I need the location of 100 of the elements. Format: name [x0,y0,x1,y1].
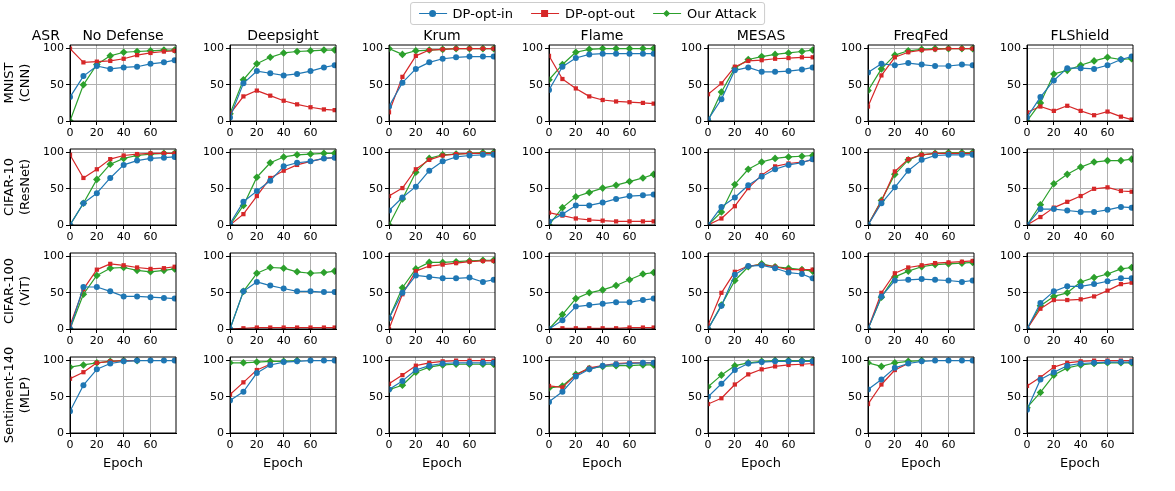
y-tick-label: 0 [216,113,224,127]
y-tick-label: 100 [1000,353,1021,367]
x-tick-label: 20 [568,438,583,452]
x-tick-label: 60 [462,230,477,244]
x-tick-label: 0 [226,126,233,140]
x-tick-label: 20 [887,230,902,244]
y-tick-label: 100 [362,145,383,159]
y-tick-label: 0 [216,321,224,335]
x-tick-label: 20 [408,126,423,140]
y-tick-label: 0 [57,113,64,127]
x-tick-label: 20 [408,438,423,452]
y-tick-label: 0 [854,113,862,127]
x-tick-label: 60 [1100,126,1115,140]
y-tick-label: 50 [688,285,702,299]
y-tick-label: 0 [854,217,862,231]
x-tick-label: 60 [303,438,318,452]
y-axis-title: Sentiment-140 (MLP) [1,346,32,444]
y-tick-label: 0 [376,321,383,335]
y-tick-label: 50 [528,285,543,299]
chart-title: Deepsight [246,26,319,43]
y-tick-label: 50 [209,389,224,403]
x-tick-label: 40 [1073,230,1088,244]
chart-title: FLShield [1050,26,1110,43]
y-tick-label: 0 [1014,113,1021,127]
y-tick-label: 50 [1007,389,1021,403]
y-tick-label: 0 [216,217,224,231]
x-tick-label: 20 [887,126,902,140]
x-tick-label: 40 [1073,438,1088,452]
x-tick-label: 0 [1023,334,1031,348]
x-tick-label: 40 [914,438,929,452]
x-tick-label: 0 [385,334,393,348]
y-tick-label: 100 [681,249,702,263]
x-tick-label: 0 [226,438,233,452]
x-tick-label: 0 [1023,230,1031,244]
y-tick-label: 100 [840,145,862,159]
x-tick-label: 0 [385,126,393,140]
x-tick-label: 20 [1046,126,1061,140]
y-tick-label: 0 [57,217,64,231]
y-tick-label: 100 [521,41,543,55]
x-tick-label: 20 [89,438,104,452]
y-tick-label: 0 [376,113,383,127]
chart-title: No Defense [82,26,164,43]
x-tick-label: 0 [704,126,712,140]
y-tick-label: 100 [362,353,383,367]
x-tick-label: 60 [143,334,158,348]
y-tick-label: 0 [1014,425,1021,439]
x-tick-label: 0 [385,438,393,452]
x-tick-label: 20 [1046,230,1061,244]
x-tick-label: 20 [89,230,104,244]
x-tick-label: 40 [276,126,291,140]
x-tick-label: 0 [864,334,871,348]
x-tick-label: 0 [1023,126,1031,140]
y-tick-label: 50 [528,389,543,403]
x-tick-label: 20 [249,438,264,452]
x-tick-label: 0 [704,334,712,348]
x-tick-label: 20 [727,438,742,452]
y-tick-label: 50 [1007,285,1021,299]
y-tick-label: 50 [847,77,862,91]
x-tick-label: 40 [435,230,450,244]
chart-title: Krum [423,26,461,43]
x-tick-label: 20 [249,230,264,244]
y-tick-label: 50 [209,77,224,91]
x-tick-label: 60 [1100,438,1115,452]
x-tick-label: 40 [914,334,929,348]
y-tick-label: 0 [376,217,383,231]
y-tick-label: 50 [209,285,224,299]
x-tick-label: 20 [89,126,104,140]
y-tick-label: 0 [57,321,64,335]
y-tick-label: 100 [681,41,702,55]
x-tick-label: 60 [143,230,158,244]
y-tick-label: 50 [1007,77,1021,91]
y-tick-label: 100 [521,249,543,263]
x-axis-title: Epoch [422,454,462,470]
y-tick-label: 100 [43,353,64,367]
x-tick-label: 20 [727,230,742,244]
x-tick-label: 0 [226,230,233,244]
y-tick-label: 100 [43,249,64,263]
x-tick-label: 60 [622,438,637,452]
x-tick-label: 0 [66,230,74,244]
x-tick-label: 40 [1073,126,1088,140]
x-tick-label: 40 [914,230,929,244]
x-tick-label: 60 [941,334,956,348]
x-tick-label: 40 [116,126,131,140]
x-tick-label: 40 [595,230,610,244]
y-tick-label: 100 [43,145,64,159]
x-tick-label: 60 [462,438,477,452]
x-tick-label: 60 [781,438,796,452]
y-tick-label: 50 [369,285,383,299]
x-tick-label: 40 [1073,334,1088,348]
y-tick-label: 100 [1000,249,1021,263]
y-tick-label: 100 [362,41,383,55]
x-tick-label: 40 [276,438,291,452]
y-tick-label: 50 [528,77,543,91]
x-tick-label: 0 [66,126,74,140]
x-tick-label: 40 [116,334,131,348]
y-tick-label: 50 [528,181,543,195]
x-tick-label: 60 [143,438,158,452]
y-tick-label: 0 [695,425,702,439]
y-tick-label: 0 [57,425,64,439]
x-tick-label: 20 [408,334,423,348]
